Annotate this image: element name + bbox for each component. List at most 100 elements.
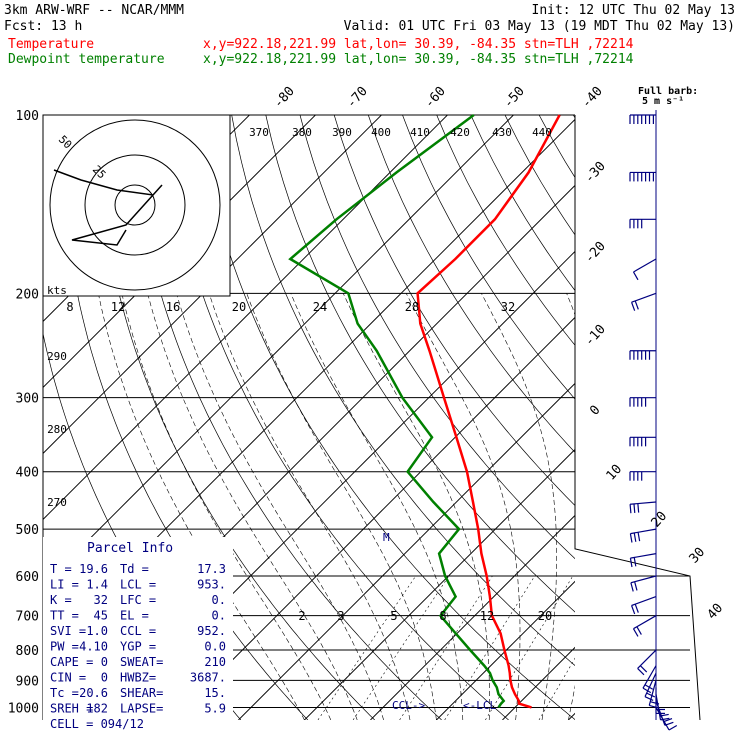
wind-barb [629,171,656,182]
dry-adiabat [608,115,740,720]
mixing-ratio-label: 2 [298,609,305,623]
hodograph-speed-label: 32 [501,300,515,314]
pressure-tick-label: 300 [16,392,39,407]
valid-time: Valid: 01 UTC Fri 03 May 13 (19 MDT Thu … [344,19,735,34]
forecast-hour: Fcst: 13 h [4,19,82,34]
parcel-row-value-right: 3687. [190,671,226,685]
mixing-ratio-line [317,575,416,720]
isotherm-line [436,580,575,720]
isotherm-tick-label: 40 [705,601,727,623]
barb-flag [659,713,669,717]
wind-barb [629,528,657,543]
parcel-row-label-left: SVI = [50,624,86,638]
dry-adiabat [367,115,575,453]
parcel-row-label-right: SWEAT= [120,655,163,669]
parcel-info-bg [43,537,233,722]
wind-barb [637,649,657,676]
moist-adiabat [147,293,358,720]
dewpoint-location: x,y=922.18,221.99 lat,lon= 30.39, -84.35… [203,52,634,67]
pressure-tick-label: 600 [16,570,39,585]
isotherm-tick-label: -10 [582,322,609,349]
isotherm-line [700,115,740,720]
parcel-row-label-left: CAPE = [50,655,93,669]
hodograph-speed-label: 12 [111,300,125,314]
parcel-row-label-right: HWBZ= [120,671,156,685]
barb-flag [629,558,633,568]
parcel-row-label-right: Td = [120,562,149,576]
isotherm-tick-label: -50 [501,84,528,111]
mixing-ratio-line [485,575,574,720]
wind-barb [629,218,656,229]
dewpoint-profile [288,113,506,709]
moist-adiabat [208,293,411,720]
parcel-row-label-left: Tc = [50,686,79,700]
barb-flag [634,300,639,310]
parcel-row-label-left: K = [50,593,72,607]
barb-flag [632,271,639,281]
parcel-row-value-right: 5.9 [204,702,226,716]
sounding-profiles [288,113,561,709]
theta-tick-label: 380 [292,126,312,139]
barb-flag [646,692,656,698]
hodograph-speed-label: 16 [166,300,180,314]
parcel-row-value-left: 0 [101,671,108,685]
pressure-tick-label: 100 [16,109,39,124]
pressure-tick-label: 900 [16,674,39,689]
mixing-ratio-line [352,575,450,720]
parcel-row-value-right: 0. [212,609,226,623]
barb-shaft [655,694,662,720]
parcel-row-value-left: 32 [94,593,108,607]
parcel-row-value-left: 20.6 [79,686,108,700]
barb-shaft [631,596,657,607]
dry-adiabat [436,115,575,346]
barb-note-unit: 5 m s⁻¹ [642,96,684,107]
pressure-tick-label: 500 [16,523,39,538]
moist-adiabat [290,293,464,720]
isotherm-line [568,712,575,720]
isotherm-tick-label: -20 [582,239,609,266]
moist-adiabat [595,293,656,720]
pressure-tick-label: 400 [16,466,39,481]
parcel-row-value-right: 210 [204,655,226,669]
mixing-ratio-line [444,575,535,720]
dry-adiabat [299,115,575,560]
moist-adiabat [405,293,521,720]
isotherm-tick-label: -40 [579,84,606,111]
isotherm-line [502,646,575,720]
wind-barb [630,575,657,592]
barb-flag [664,721,674,726]
wind-barb [629,501,657,514]
barb-flag [637,667,645,676]
barb-note-title: Full barb: [638,86,698,97]
parcel-row-label-right: SHEAR= [120,686,163,700]
barb-flag [663,718,673,723]
hodograph-speed-label: 28 [405,300,419,314]
barb-flag [642,687,652,694]
parcel-row-value-right: 953. [197,578,226,592]
barb-flag [632,628,639,637]
parcel-row-value-right: 15. [204,686,226,700]
barb-flag [636,626,642,635]
isotherm-tick-label: -80 [271,84,298,111]
isotherm-line [43,115,382,455]
dry-adiabat [163,115,509,720]
barb-shaft [633,258,657,273]
thermo-grid [42,114,740,721]
parcel-row-value-left: 4.10 [79,640,108,654]
wind-barb [642,665,657,694]
hodograph-ring [84,154,186,256]
marker-label-ccl: CCL-> [392,699,425,712]
model-title: 3km ARW-WRF -- NCAR/MMM [4,3,184,18]
pressure-tick-label: 200 [16,287,39,302]
wind-barb [644,672,657,702]
isotherm-tick-label: -60 [422,84,449,111]
mixing-ratio-label: 12 [480,609,494,623]
parcel-row-value-right: 17.3 [197,562,226,576]
parcel-info-title: Parcel Info [87,541,173,556]
mixing-ratio-label: 8 [439,609,446,623]
theta-tick-label: 420 [450,126,470,139]
wind-barb [629,114,656,124]
pressure-tick-label: 700 [16,610,39,625]
isotherm-line [43,115,514,587]
